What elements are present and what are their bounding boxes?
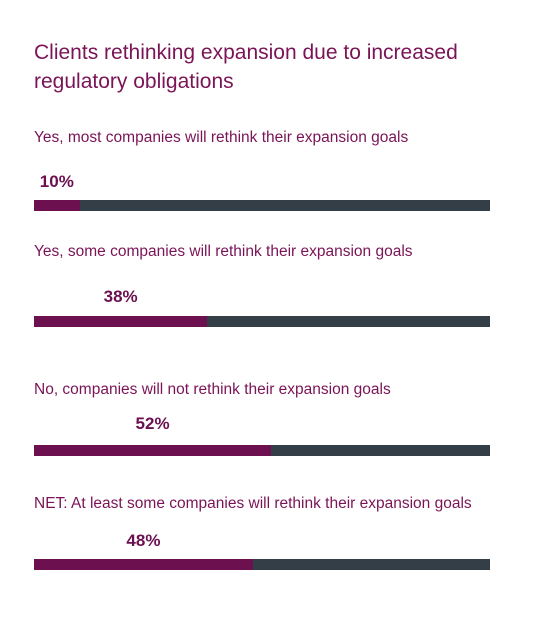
bar-background	[34, 559, 490, 570]
value-label: 52%	[135, 414, 170, 433]
bar	[34, 559, 253, 570]
value-label: 38%	[103, 287, 138, 306]
value-label: 48%	[126, 531, 161, 550]
chart-title: Clients rethinking expansion due to incr…	[34, 41, 458, 93]
bar	[34, 445, 272, 456]
bar-track	[34, 559, 490, 570]
bar	[34, 316, 208, 327]
category-label: No, companies will not rethink their exp…	[34, 381, 391, 398]
bar-background	[34, 200, 490, 211]
bar-track	[34, 200, 490, 211]
category-label: Yes, most companies will rethink their e…	[34, 129, 409, 146]
bar-track	[34, 445, 490, 456]
value-label: 10%	[39, 172, 74, 191]
bar	[34, 200, 80, 211]
bar-background	[34, 316, 490, 327]
category-label: Yes, some companies will rethink their e…	[34, 243, 413, 260]
bar-track	[34, 316, 490, 327]
category-label: NET: At least some companies will rethin…	[34, 495, 472, 512]
